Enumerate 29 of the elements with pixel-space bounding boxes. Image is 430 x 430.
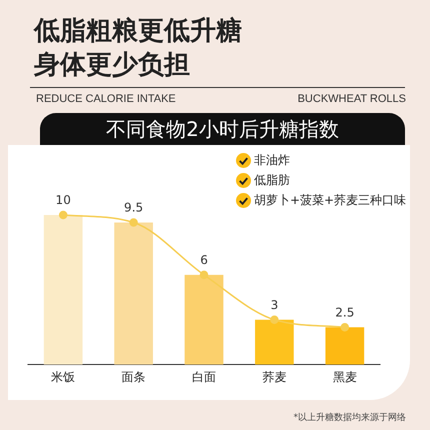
text: 胡萝卜+菠菜+荞麦三种口味: [254, 192, 406, 208]
text: *以上升糖数据均来源于网络: [294, 412, 406, 424]
point: [340, 322, 350, 332]
point: [58, 210, 68, 220]
chart-title: 不同食物2小时后升糖指数: [40, 113, 405, 145]
text: 低脂肪: [254, 172, 290, 188]
point: [200, 270, 208, 280]
data-label: 9.5: [124, 200, 144, 215]
text: 低脂粗粮更低升糖: [34, 16, 242, 46]
data-label: 6: [200, 252, 208, 267]
text: BUCKWHEAT ROLLS: [298, 93, 406, 105]
data-label: 3: [270, 298, 278, 312]
text: 非油炸: [254, 152, 290, 168]
x-tick-label: 黑麦: [332, 370, 357, 384]
bar: [44, 215, 83, 365]
x-tick-label: 荞麦: [262, 370, 286, 384]
bar: [184, 274, 224, 365]
x-tick-label: 面条: [122, 370, 146, 384]
data-label: 2.5: [335, 305, 354, 320]
point: [270, 315, 279, 324]
x-tick-label: 白面: [192, 370, 216, 384]
bar: [114, 222, 153, 365]
bar: [255, 320, 294, 365]
x-tick-label: 米饭: [51, 370, 76, 384]
text: REDUCE CALORIE INTAKE: [36, 93, 176, 105]
point: [129, 218, 138, 227]
data-label: 10: [56, 193, 71, 208]
text: 身体更少负担: [34, 50, 190, 80]
bar: [325, 327, 364, 365]
